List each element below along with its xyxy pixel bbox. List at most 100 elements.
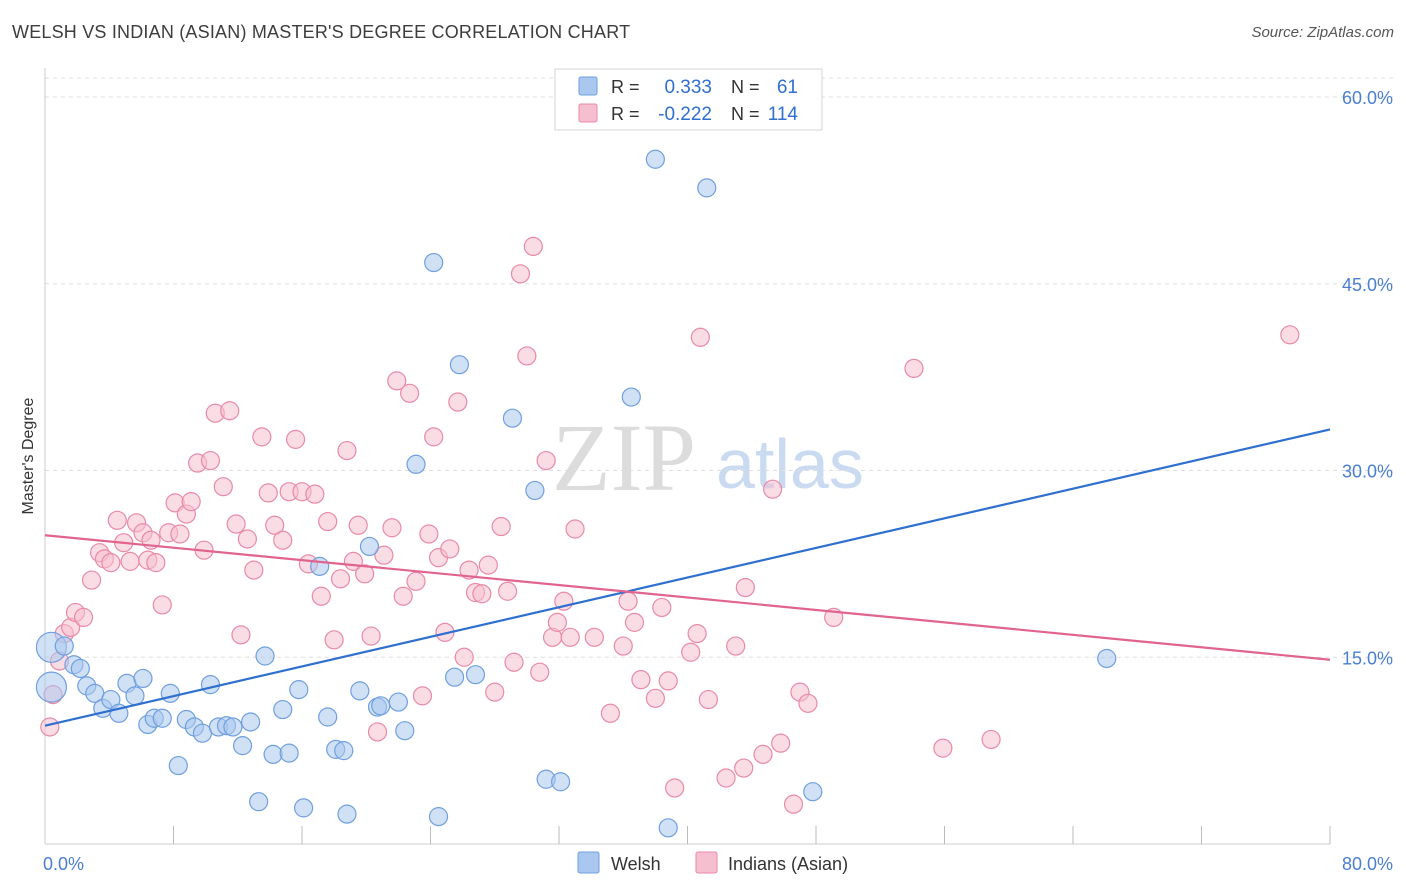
legend-r-label-indian: R = [611, 104, 640, 124]
welsh-point [125, 686, 145, 706]
indian-point [200, 450, 221, 471]
source-label: Source: ZipAtlas.com [1251, 24, 1394, 41]
legend-n-value-indian: 114 [768, 104, 799, 125]
y-tick-label: 15.0% [1342, 648, 1393, 668]
legend-bottom-label-welsh: Welsh [611, 854, 661, 874]
legend-bottom-swatch-indian [695, 851, 718, 874]
welsh-point [289, 680, 309, 700]
indian-point [419, 524, 439, 544]
welsh-point [395, 721, 415, 741]
indian-point [504, 652, 524, 672]
welsh-point [35, 671, 68, 703]
indian-point [459, 560, 479, 580]
indian-point [771, 733, 791, 753]
welsh-point [318, 707, 338, 727]
indian-point [406, 571, 426, 591]
indian-point [584, 627, 604, 647]
indian-point [348, 515, 368, 535]
indian-point [783, 794, 804, 814]
welsh-point [502, 408, 523, 428]
welsh-point [465, 665, 486, 685]
indian-point [510, 264, 531, 284]
legend-bottom-label-indian: Indians (Asian) [728, 854, 848, 874]
welsh-point [249, 792, 269, 812]
indian-point [285, 429, 306, 449]
welsh-point [54, 636, 74, 656]
indian-point [753, 744, 773, 764]
indian-point [120, 551, 140, 571]
indian-point [146, 553, 166, 573]
x-tick-label-max: 80.0% [1342, 854, 1393, 874]
indian-point [600, 703, 621, 723]
welsh-point [428, 807, 449, 827]
indian-point [726, 636, 746, 656]
indian-point [536, 450, 556, 471]
trend-lines [44, 428, 1331, 727]
watermark-atlas: atlas [716, 425, 864, 503]
y-tick-label: 45.0% [1342, 275, 1393, 295]
welsh-point [371, 696, 391, 716]
indian-point [624, 612, 645, 632]
indian-point [681, 642, 701, 662]
indian-point [311, 586, 331, 606]
axes: 15.0% 30.0% 45.0% 60.0% [44, 68, 1393, 845]
indian-point [318, 511, 338, 532]
indian-point [690, 327, 710, 347]
indian-point [400, 383, 420, 403]
indian-point [273, 530, 293, 550]
welsh-point [803, 782, 823, 802]
welsh-point [70, 658, 90, 679]
indian-point [226, 514, 246, 534]
indian-point [361, 626, 381, 646]
chart-title: WELSH VS INDIAN (ASIAN) MASTER'S DEGREE … [12, 22, 631, 42]
indian-point [904, 358, 924, 379]
watermark: ZIP atlas [552, 404, 864, 511]
legend-n-value-welsh: 61 [777, 77, 798, 98]
indian-point [933, 738, 953, 758]
indian-point [560, 627, 580, 647]
legend-bottom-swatch-welsh [577, 851, 600, 874]
indian-point [658, 671, 678, 691]
welsh-point [168, 755, 188, 776]
welsh-point [279, 743, 299, 763]
indian-point [330, 569, 351, 589]
welsh-point [200, 675, 221, 695]
welsh-point [160, 683, 180, 703]
welsh-point [133, 668, 153, 689]
indian-point [324, 630, 344, 650]
welsh-point [1097, 648, 1117, 669]
welsh-point [697, 178, 717, 198]
welsh-point [152, 708, 172, 728]
indian-point [393, 586, 413, 606]
welsh-point [359, 536, 380, 557]
indian-point [213, 477, 233, 497]
welsh-point [388, 692, 408, 712]
legend-swatch-welsh [578, 76, 598, 96]
y-tick-label: 30.0% [1342, 462, 1393, 482]
indian-point [485, 682, 505, 702]
welsh-point [334, 741, 354, 761]
indian-point [305, 484, 325, 504]
indian-point [530, 662, 550, 682]
welsh-point [350, 681, 370, 701]
indian-point [716, 768, 736, 788]
welsh-point [658, 818, 678, 838]
indian-point [763, 479, 783, 499]
indian-trend-line [44, 534, 1331, 661]
indian-point [220, 401, 240, 421]
indian-point [101, 553, 121, 573]
indian-point [652, 597, 672, 618]
welsh-point [621, 387, 641, 407]
indian-point [374, 545, 394, 565]
indian-point [258, 483, 278, 503]
indian-point [798, 693, 818, 713]
indian-point [244, 560, 264, 580]
welsh-point [192, 723, 213, 743]
indian-point [387, 371, 407, 391]
indian-point [40, 717, 60, 737]
watermark-zip: ZIP [552, 404, 696, 511]
welsh-point [645, 149, 665, 169]
legend-r-value-indian: -0.222 [658, 104, 712, 125]
welsh-point [424, 252, 444, 273]
